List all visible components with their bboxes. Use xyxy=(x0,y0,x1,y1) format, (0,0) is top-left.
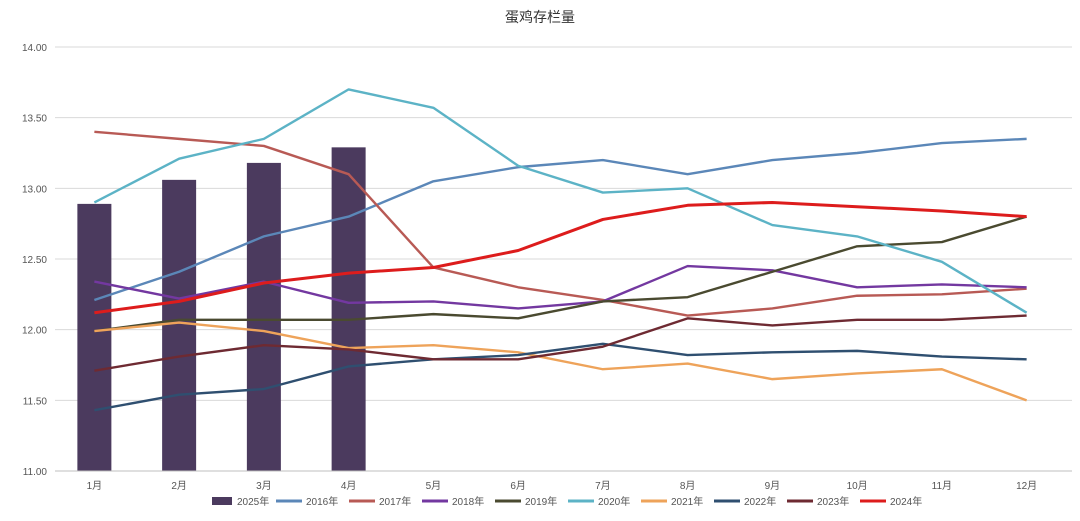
x-tick-label: 9月 xyxy=(765,480,781,492)
x-tick-label: 7月 xyxy=(595,480,611,492)
series-line-2020 xyxy=(93,88,1028,314)
chart-title: 蛋鸡存栏量 xyxy=(505,9,575,25)
legend-label: 2018年 xyxy=(452,495,484,508)
legend-swatch-2025 xyxy=(212,497,232,505)
series-line-2024 xyxy=(94,200,1027,315)
series-line-2022 xyxy=(94,342,1027,412)
legend: 2025年 2016年 2017年 2018年 2019年 2020年 2021年 2022年… xyxy=(212,495,922,508)
y-tick-label: 12.00 xyxy=(22,326,47,337)
y-tick-label: 12.50 xyxy=(22,255,47,266)
legend-label: 2023年 xyxy=(817,495,849,508)
x-tick-label: 12月 xyxy=(1016,480,1037,492)
series-line-2017 xyxy=(94,130,1027,317)
legend-label: 2021年 xyxy=(671,495,703,508)
legend-label: 2019年 xyxy=(525,495,557,508)
legend-label: 2022年 xyxy=(744,495,776,508)
legend-label: 2016年 xyxy=(306,495,338,508)
y-tick-label: 13.50 xyxy=(22,114,47,125)
legend-label: 2017年 xyxy=(379,495,411,508)
bars xyxy=(77,147,366,472)
x-tick-label: 3月 xyxy=(256,480,272,492)
x-tick-label: 11月 xyxy=(932,480,952,492)
x-tick-label: 8月 xyxy=(680,480,696,492)
series-line-2018 xyxy=(94,264,1027,310)
x-tick-label: 10月 xyxy=(847,480,868,492)
legend-label: 2025年 xyxy=(237,495,269,508)
lines xyxy=(93,88,1028,412)
x-tick-label: 1月 xyxy=(87,480,103,492)
series-line-2019 xyxy=(94,215,1027,333)
legend-label: 2024年 xyxy=(890,495,922,508)
series-line-2023 xyxy=(94,314,1027,372)
x-tick-label: 5月 xyxy=(426,480,442,492)
grid: 11.00 11.50 12.00 12.50 13.00 13.50 14.00 xyxy=(22,43,1072,478)
y-tick-label: 11.50 xyxy=(23,396,48,407)
legend-label: 2020年 xyxy=(598,495,630,508)
bar-2025 xyxy=(246,162,281,472)
x-tick-label: 6月 xyxy=(510,480,526,492)
x-axis: 1月 2月 3月 4月 5月 6月 7月 8月 9月 10月 11月 12月 xyxy=(55,470,1072,492)
x-tick-label: 4月 xyxy=(341,480,357,492)
y-tick-label: 14.00 xyxy=(22,43,47,54)
bar-2025 xyxy=(77,203,112,471)
y-tick-label: 13.00 xyxy=(22,184,47,195)
y-tick-label: 11.00 xyxy=(23,467,48,478)
bar-2025 xyxy=(162,179,197,471)
x-tick-label: 2月 xyxy=(171,480,187,492)
bar-2025 xyxy=(331,147,366,471)
series-line-2021 xyxy=(94,321,1028,402)
series-line-2016 xyxy=(93,137,1027,302)
